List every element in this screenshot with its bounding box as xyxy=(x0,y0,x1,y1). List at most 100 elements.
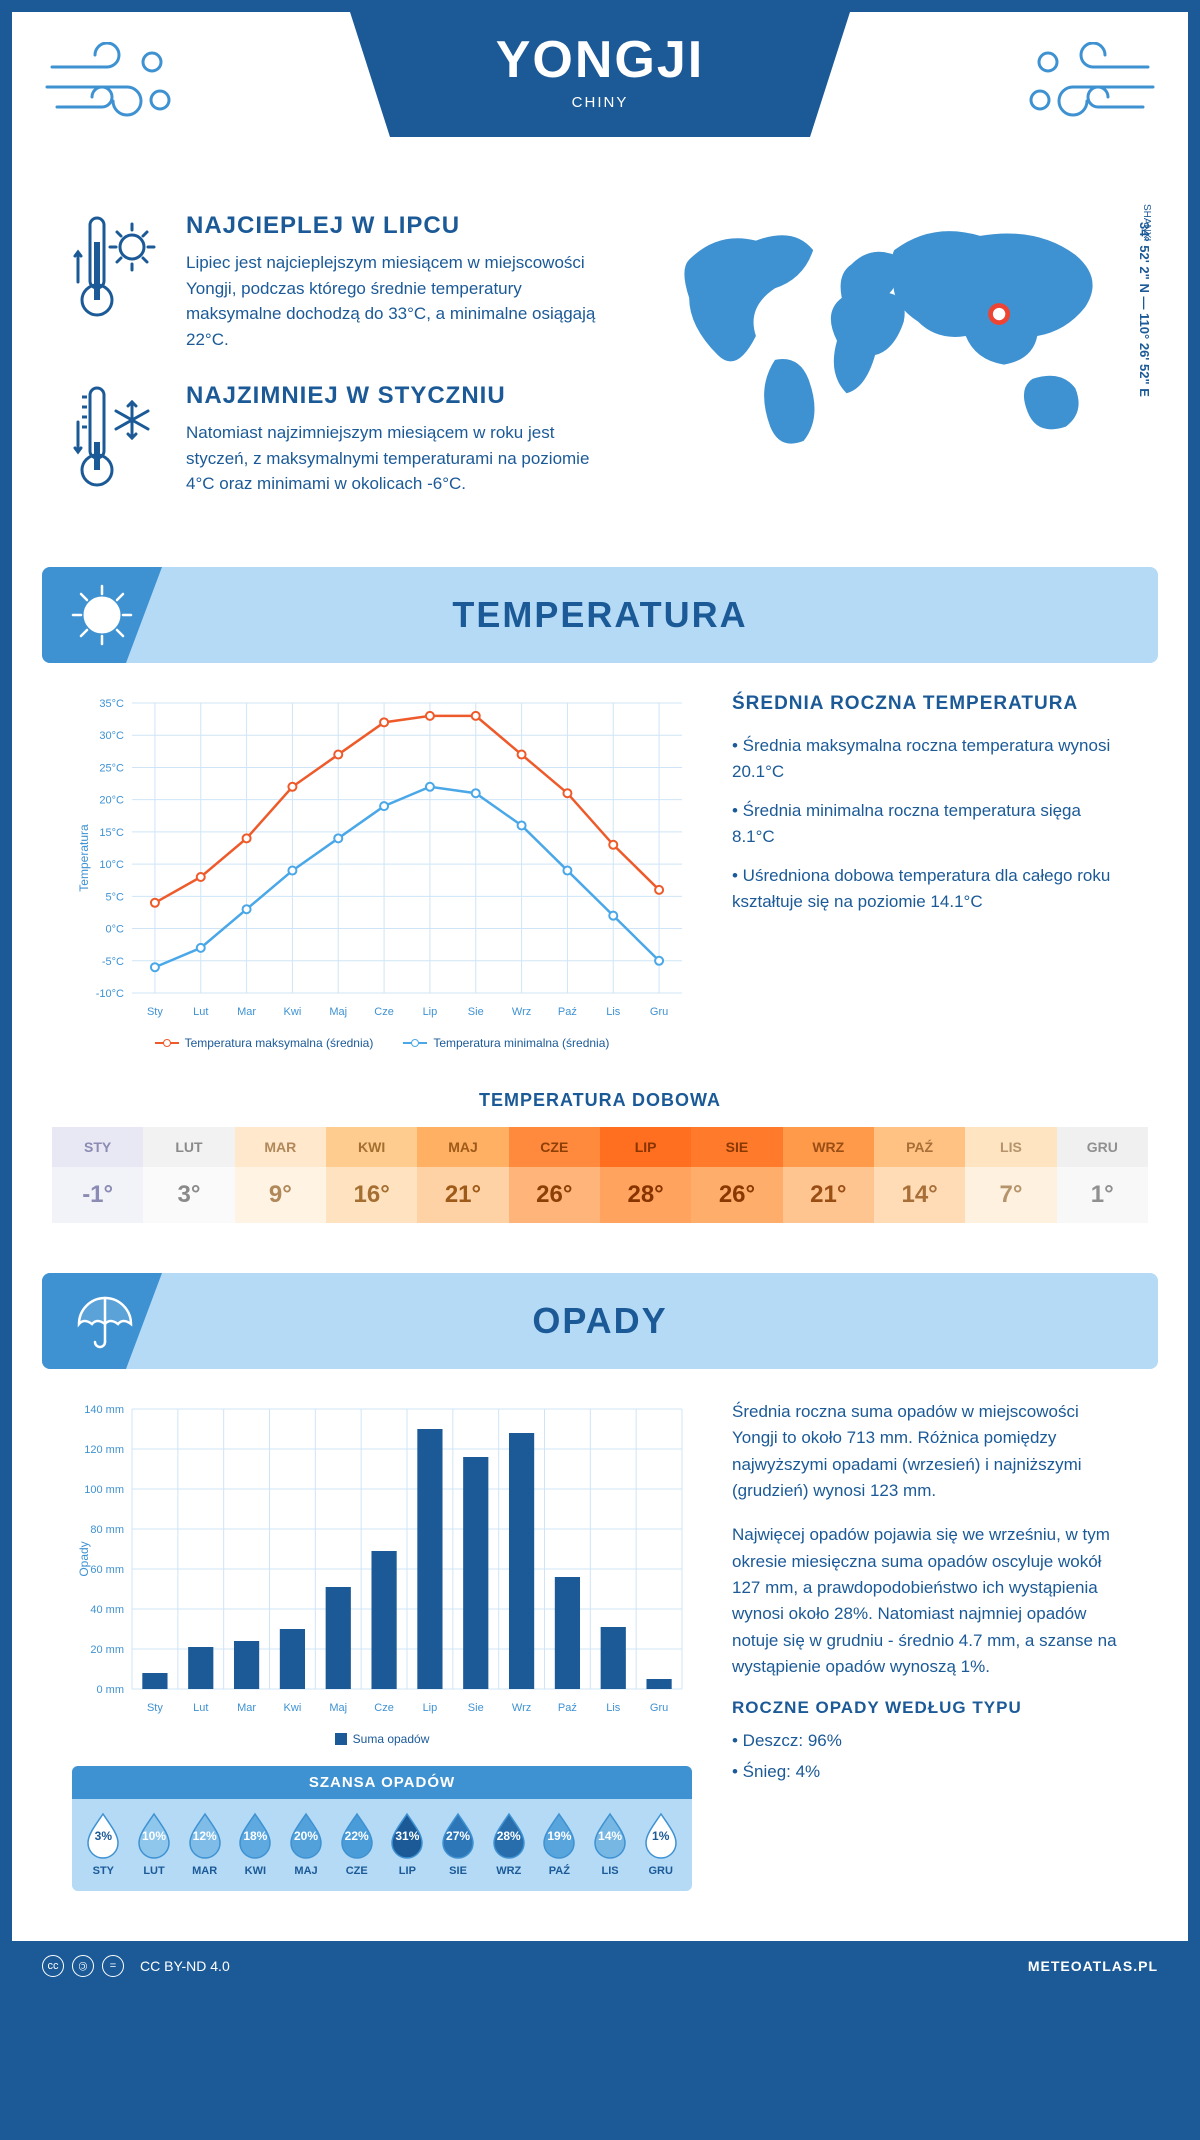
raindrop-icon: 31% xyxy=(388,1811,426,1859)
svg-text:-5°C: -5°C xyxy=(102,956,124,968)
svg-text:Kwi: Kwi xyxy=(284,1702,302,1714)
svg-text:Paź: Paź xyxy=(558,1702,577,1714)
coldest-text: Natomiast najzimniejszym miesiącem w rok… xyxy=(186,420,621,497)
svg-text:Temperatura: Temperatura xyxy=(77,824,91,892)
svg-text:100 mm: 100 mm xyxy=(84,1484,124,1496)
hottest-block: NAJCIEPLEJ W LIPCU Lipiec jest najcieple… xyxy=(72,212,621,352)
svg-text:140 mm: 140 mm xyxy=(84,1404,124,1416)
sun-icon xyxy=(42,567,162,663)
svg-text:35°C: 35°C xyxy=(99,698,124,710)
precip-section-header: OPADY xyxy=(42,1273,1158,1369)
daily-temp-cell: WRZ 21° xyxy=(783,1127,874,1223)
legend-min: .legend-item:nth-child(2) .legend-line::… xyxy=(403,1036,609,1050)
svg-text:Maj: Maj xyxy=(329,1702,347,1714)
precip-type-bullet: • Deszcz: 96% xyxy=(732,1728,1128,1754)
daily-temp-cell: STY -1° xyxy=(52,1127,143,1223)
chance-cell: 3% STY xyxy=(78,1811,129,1877)
raindrop-icon: 12% xyxy=(186,1811,224,1859)
umbrella-icon xyxy=(42,1273,162,1369)
raindrop-icon: 22% xyxy=(338,1811,376,1859)
cc-icon: cc xyxy=(42,1955,64,1977)
svg-text:Sty: Sty xyxy=(147,1006,163,1018)
raindrop-icon: 27% xyxy=(439,1811,477,1859)
thermometer-cold-icon xyxy=(72,382,162,497)
daily-temp-cell: CZE 26° xyxy=(509,1127,600,1223)
raindrop-icon: 3% xyxy=(84,1811,122,1859)
svg-text:Lut: Lut xyxy=(193,1702,208,1714)
thermometer-hot-icon xyxy=(72,212,162,352)
precip-chance-table: SZANSA OPADÓW 3% STY 10% LUT 12% MAR 18%… xyxy=(72,1766,692,1891)
chance-cell: 20% MAJ xyxy=(281,1811,332,1877)
nd-icon: = xyxy=(102,1955,124,1977)
site-name: METEOATLAS.PL xyxy=(1028,1958,1158,1974)
daily-temp-cell: GRU 1° xyxy=(1057,1127,1148,1223)
svg-text:Cze: Cze xyxy=(374,1702,394,1714)
chance-cell: 14% LIS xyxy=(585,1811,636,1877)
svg-text:0 mm: 0 mm xyxy=(97,1684,125,1696)
svg-text:20 mm: 20 mm xyxy=(90,1644,124,1656)
title-banner: YONGJI CHINY xyxy=(350,12,850,137)
precip-bar-chart: 0 mm 20 mm 40 mm 60 mm 80 mm 100 mm 120 mm 140 … xyxy=(72,1399,692,1746)
temp-bullet: • Średnia maksymalna roczna temperatura … xyxy=(732,733,1128,784)
coldest-title: NAJZIMNIEJ W STYCZNIU xyxy=(186,382,621,410)
coldest-block: NAJZIMNIEJ W STYCZNIU Natomiast najzimni… xyxy=(72,382,621,497)
svg-text:15°C: 15°C xyxy=(99,827,124,839)
svg-text:Cze: Cze xyxy=(374,1006,394,1018)
chance-title: SZANSA OPADÓW xyxy=(72,1766,692,1799)
hottest-text: Lipiec jest najcieplejszym miesiącem w m… xyxy=(186,250,621,352)
daily-temp-table: STY -1°LUT 3°MAR 9°KWI 16°MAJ 21°CZE 26°… xyxy=(52,1127,1148,1223)
daily-temp-cell: SIE 26° xyxy=(691,1127,782,1223)
raindrop-icon: 1% xyxy=(642,1811,680,1859)
daily-temp-cell: LIP 28° xyxy=(600,1127,691,1223)
chance-cell: 1% GRU xyxy=(635,1811,686,1877)
svg-text:Wrz: Wrz xyxy=(512,1006,531,1018)
daily-temp-cell: KWI 16° xyxy=(326,1127,417,1223)
svg-text:Paź: Paź xyxy=(558,1006,577,1018)
svg-text:60 mm: 60 mm xyxy=(90,1564,124,1576)
raindrop-icon: 10% xyxy=(135,1811,173,1859)
daily-temp-cell: MAJ 21° xyxy=(417,1127,508,1223)
legend-precip: Suma opadów xyxy=(335,1732,430,1746)
raindrop-icon: 28% xyxy=(490,1811,528,1859)
svg-text:80 mm: 80 mm xyxy=(90,1524,124,1536)
svg-text:Gru: Gru xyxy=(650,1006,668,1018)
temp-bullet: • Uśredniona dobowa temperatura dla całe… xyxy=(732,863,1128,914)
svg-text:120 mm: 120 mm xyxy=(84,1444,124,1456)
svg-text:Wrz: Wrz xyxy=(512,1702,531,1714)
by-icon: 🄯 xyxy=(72,1955,94,1977)
temp-side-heading: ŚREDNIA ROCZNA TEMPERATURA xyxy=(732,693,1128,715)
wind-icon xyxy=(42,42,182,137)
precip-type-bullet: • Śnieg: 4% xyxy=(732,1759,1128,1785)
svg-text:Kwi: Kwi xyxy=(284,1006,302,1018)
intro-section: NAJCIEPLEJ W LIPCU Lipiec jest najcieple… xyxy=(12,192,1188,567)
chance-cell: 12% MAR xyxy=(179,1811,230,1877)
svg-text:Sie: Sie xyxy=(468,1006,484,1018)
svg-text:Sty: Sty xyxy=(147,1702,163,1714)
daily-temp-cell: MAR 9° xyxy=(235,1127,326,1223)
chance-cell: 27% SIE xyxy=(433,1811,484,1877)
header: YONGJI CHINY xyxy=(12,12,1188,192)
precip-type-heading: ROCZNE OPADY WEDŁUG TYPU xyxy=(732,1698,1128,1718)
chance-cell: 19% PAŹ xyxy=(534,1811,585,1877)
svg-text:Lis: Lis xyxy=(606,1702,621,1714)
coordinates: 34° 52' 2" N — 110° 26' 52" E xyxy=(1137,222,1152,397)
precip-summary: Średnia roczna suma opadów w miejscowośc… xyxy=(732,1399,1128,1891)
raindrop-icon: 19% xyxy=(540,1811,578,1859)
precip-para: Najwięcej opadów pojawia się we wrześniu… xyxy=(732,1522,1128,1680)
chance-cell: 18% KWI xyxy=(230,1811,281,1877)
svg-text:40 mm: 40 mm xyxy=(90,1604,124,1616)
daily-temp-cell: PAŹ 14° xyxy=(874,1127,965,1223)
temp-bullet: • Średnia minimalna roczna temperatura s… xyxy=(732,798,1128,849)
raindrop-icon: 18% xyxy=(236,1811,274,1859)
svg-text:Lip: Lip xyxy=(423,1006,438,1018)
svg-text:Lut: Lut xyxy=(193,1006,208,1018)
temperature-line-chart: -10°C-5°C0°C5°C10°C15°C20°C25°C30°C35°CS… xyxy=(72,693,692,1050)
temperature-section-header: TEMPERATURA xyxy=(42,567,1158,663)
daily-temp-cell: LIS 7° xyxy=(965,1127,1056,1223)
hottest-title: NAJCIEPLEJ W LIPCU xyxy=(186,212,621,240)
svg-text:Mar: Mar xyxy=(237,1702,256,1714)
location-country: CHINY xyxy=(350,94,850,111)
temperature-summary: ŚREDNIA ROCZNA TEMPERATURA • Średnia mak… xyxy=(732,693,1128,1050)
license-text: CC BY-ND 4.0 xyxy=(140,1958,230,1974)
svg-text:Mar: Mar xyxy=(237,1006,256,1018)
